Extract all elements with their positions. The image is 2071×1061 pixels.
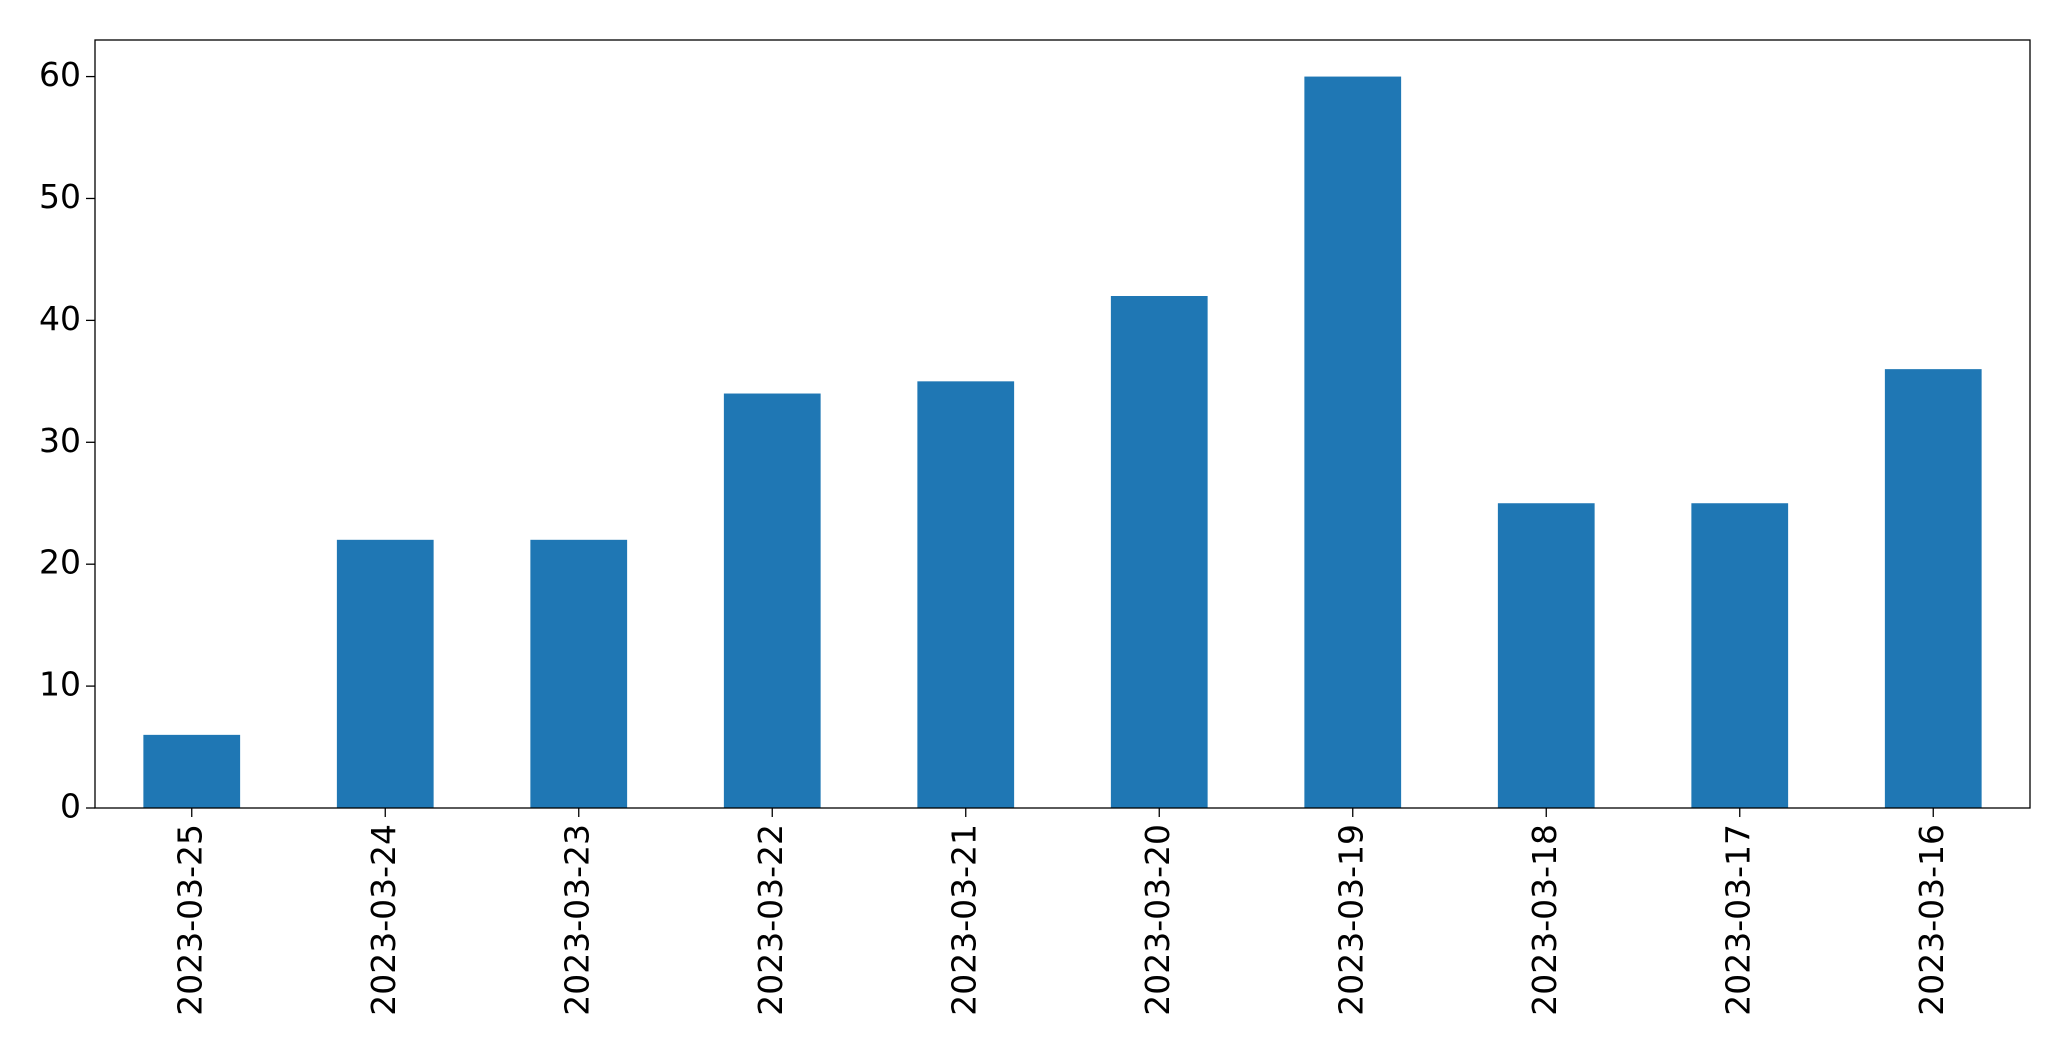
bar xyxy=(1304,76,1402,809)
x-tick-label: 2023-03-16 xyxy=(1912,824,1951,1016)
x-tick-label: 2023-03-17 xyxy=(1718,824,1757,1016)
bar xyxy=(1884,369,1982,808)
bar xyxy=(1110,296,1208,808)
y-tick-label: 60 xyxy=(39,55,81,94)
bar xyxy=(1497,503,1595,808)
x-tick-label: 2023-03-22 xyxy=(751,824,790,1016)
bar xyxy=(917,381,1015,808)
x-tick-label: 2023-03-23 xyxy=(557,824,596,1016)
bar xyxy=(723,393,821,808)
bar xyxy=(336,539,434,808)
x-tick-label: 2023-03-24 xyxy=(364,824,403,1016)
bar xyxy=(143,734,241,808)
y-tick-label: 20 xyxy=(39,543,81,582)
x-tick-label: 2023-03-21 xyxy=(944,824,983,1016)
bar xyxy=(1691,503,1789,808)
y-tick-label: 50 xyxy=(39,177,81,216)
y-tick-label: 0 xyxy=(60,787,81,826)
plot-frame xyxy=(94,39,2031,809)
y-tick-label: 40 xyxy=(39,299,81,338)
y-tick-label: 30 xyxy=(39,421,81,460)
x-tick-label: 2023-03-19 xyxy=(1331,824,1370,1016)
x-tick-label: 2023-03-18 xyxy=(1525,824,1564,1016)
x-tick-label: 2023-03-20 xyxy=(1138,824,1177,1016)
x-tick-label: 2023-03-25 xyxy=(170,824,209,1016)
bar xyxy=(530,539,628,808)
y-tick-label: 10 xyxy=(39,665,81,704)
